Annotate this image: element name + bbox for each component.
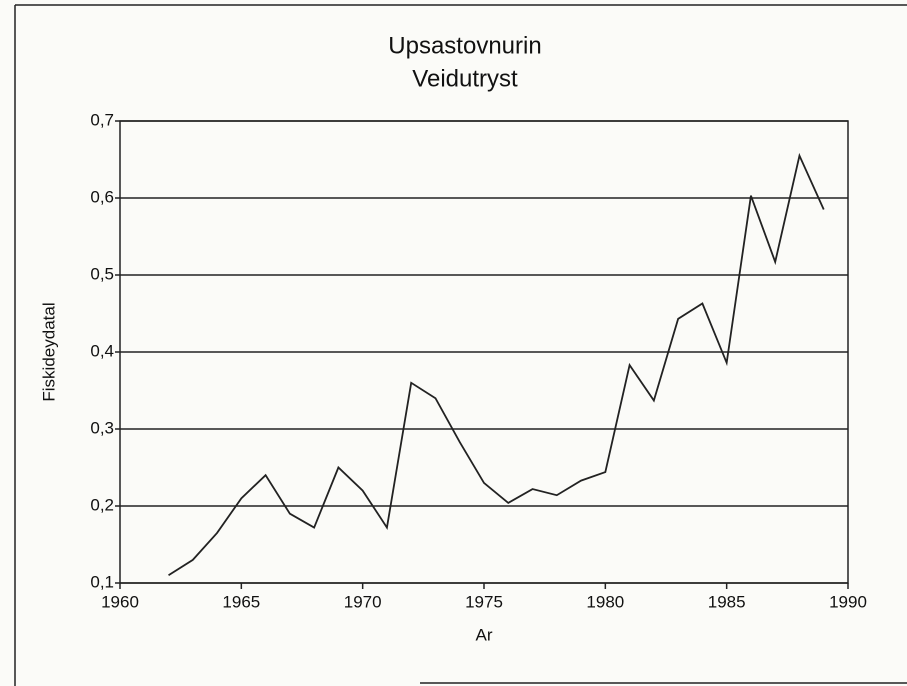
x-tick-label: 1960 — [101, 592, 139, 611]
y-tick-label: 0,5 — [90, 264, 114, 283]
y-axis-label: Fiskideydatal — [39, 302, 58, 401]
data-line — [168, 152, 825, 577]
chart-title: Veidutryst — [412, 65, 518, 92]
y-tick-label: 0,6 — [90, 187, 114, 206]
y-tick-label: 0,2 — [90, 495, 114, 514]
x-tick-label: 1990 — [829, 592, 867, 611]
chart-title: Upsastovnurin — [388, 32, 541, 59]
y-tick-label: 0,4 — [90, 341, 114, 360]
y-tick-label: 0,1 — [90, 572, 114, 591]
x-tick-label: 1965 — [222, 592, 260, 611]
x-tick-label: 1970 — [344, 592, 382, 611]
y-tick-label: 0,3 — [90, 418, 114, 437]
x-axis-label: Ar — [476, 625, 493, 644]
y-tick-label: 0,7 — [90, 110, 114, 129]
x-tick-label: 1985 — [708, 592, 746, 611]
x-tick-label: 1980 — [586, 592, 624, 611]
x-tick-label: 1975 — [465, 592, 503, 611]
